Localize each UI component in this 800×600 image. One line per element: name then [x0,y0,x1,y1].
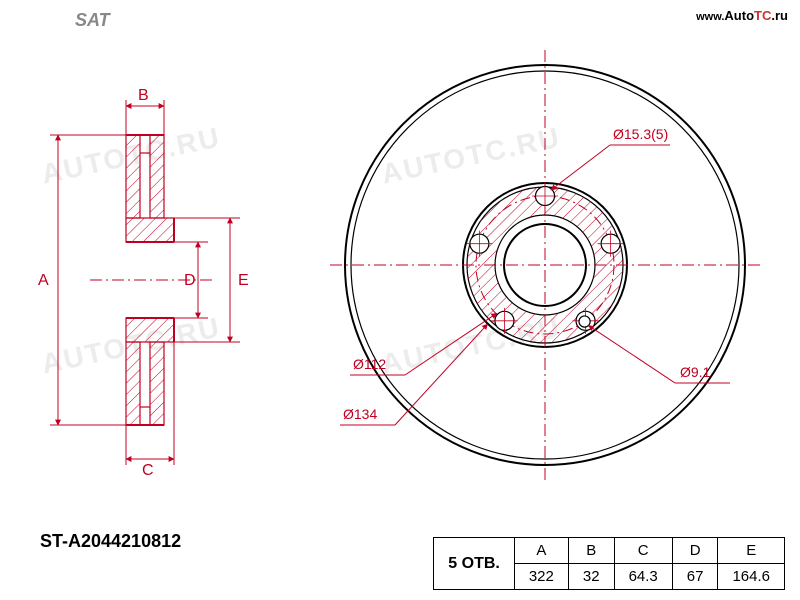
val-D: 67 [672,564,718,590]
svg-text:Ø112: Ø112 [353,356,386,372]
dimension-table: 5 ОТВ. A B C D E 322 32 64.3 67 164.6 [433,537,785,590]
col-A: A [514,538,568,564]
holes-label: 5 ОТВ. [434,538,515,590]
svg-text:D: D [184,272,196,289]
col-C: C [614,538,672,564]
val-B: 32 [568,564,614,590]
svg-text:E: E [238,272,249,289]
svg-text:B: B [138,87,149,104]
val-C: 64.3 [614,564,672,590]
val-A: 322 [514,564,568,590]
svg-text:Ø9.1: Ø9.1 [680,364,711,380]
col-B: B [568,538,614,564]
svg-text:Ø134: Ø134 [343,406,377,422]
technical-drawing: Ø15.3(5)Ø112Ø134Ø9.1ABCDE [0,0,800,600]
svg-text:Ø15.3(5): Ø15.3(5) [613,126,668,142]
col-D: D [672,538,718,564]
svg-text:A: A [38,272,49,289]
part-number: ST-A2044210812 [40,531,181,552]
val-E: 164.6 [718,564,785,590]
svg-text:C: C [142,462,154,479]
col-E: E [718,538,785,564]
